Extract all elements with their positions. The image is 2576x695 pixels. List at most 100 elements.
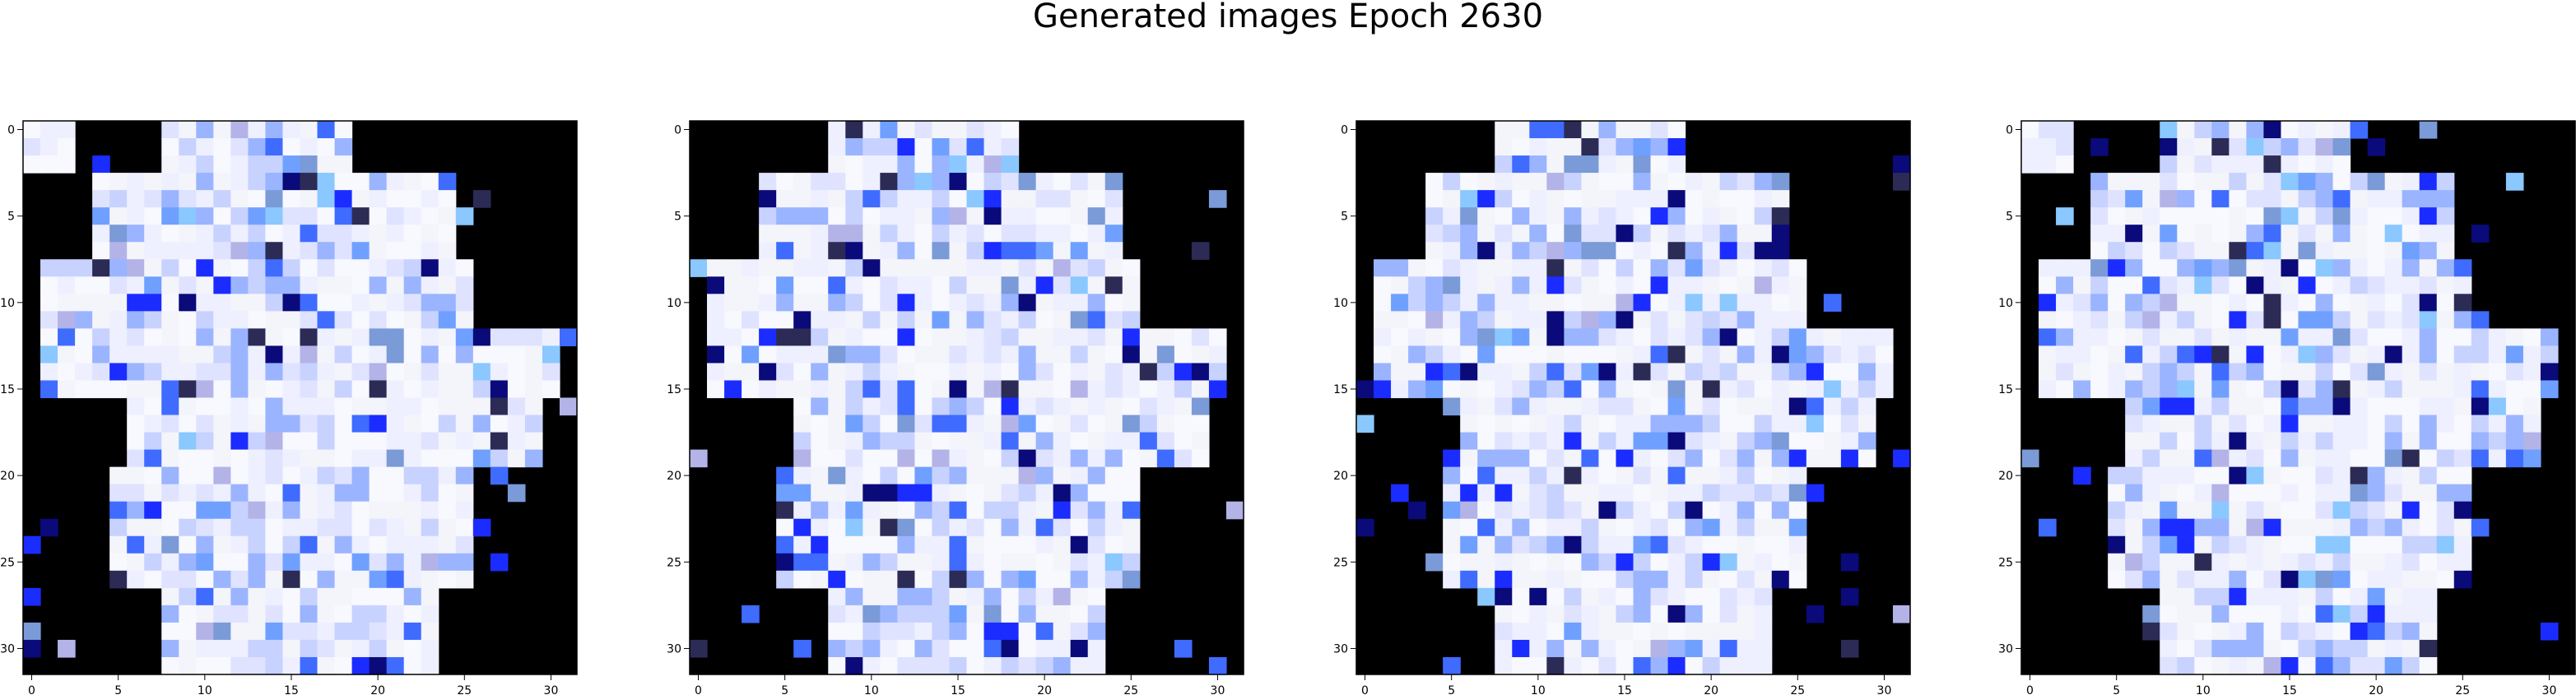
pixel-cell bbox=[1702, 622, 1721, 641]
pixel-cell bbox=[248, 276, 267, 294]
pixel-cell bbox=[1858, 415, 1876, 433]
pixel-cell bbox=[1477, 466, 1495, 485]
pixel-cell bbox=[92, 363, 110, 382]
pixel-cell bbox=[421, 259, 439, 277]
pixel-cell bbox=[265, 294, 284, 312]
pixel-cell bbox=[1087, 570, 1106, 589]
pixel-cell bbox=[1737, 484, 1755, 503]
pixel-cell bbox=[455, 535, 474, 554]
pixel-cell bbox=[1581, 639, 1600, 658]
pixel-cell bbox=[2229, 553, 2248, 572]
pixel-cell bbox=[2298, 259, 2317, 277]
pixel-cell bbox=[707, 345, 725, 364]
pixel-cell bbox=[351, 225, 370, 243]
pixel-cell bbox=[1139, 328, 1158, 347]
pixel-cell bbox=[1719, 242, 1738, 260]
pixel-cell bbox=[880, 449, 898, 468]
pixel-cell bbox=[2350, 345, 2369, 364]
pixel-cell bbox=[1512, 138, 1530, 156]
pixel-cell bbox=[1477, 484, 1495, 503]
pixel-cell bbox=[1443, 656, 1461, 675]
pixel-cell bbox=[897, 345, 916, 364]
pixel-cell bbox=[1495, 242, 1513, 260]
pixel-cell bbox=[1581, 415, 1600, 433]
pixel-cell bbox=[2332, 466, 2351, 485]
pixel-cell bbox=[1598, 311, 1617, 329]
pixel-cell bbox=[1616, 328, 1634, 347]
pixel-cell bbox=[1546, 518, 1565, 537]
pixel-cell bbox=[811, 328, 829, 347]
pixel-cell bbox=[914, 207, 933, 225]
pixel-cell bbox=[2021, 121, 2039, 139]
pixel-cell bbox=[161, 345, 179, 364]
pixel-cell bbox=[2142, 259, 2160, 277]
pixel-cell bbox=[2039, 363, 2057, 382]
pixel-cell bbox=[2332, 363, 2351, 382]
pixel-cell bbox=[1771, 225, 1790, 243]
pixel-cell bbox=[1122, 363, 1141, 382]
pixel-cell bbox=[2246, 242, 2265, 260]
pixel-cell bbox=[1001, 656, 1020, 675]
pixel-cell bbox=[127, 276, 145, 294]
pixel-cell bbox=[1685, 294, 1704, 312]
pixel-cell bbox=[2402, 415, 2420, 433]
pixel-cell bbox=[75, 380, 93, 399]
pixel-cell bbox=[2419, 276, 2438, 294]
pixel-cell bbox=[2367, 656, 2386, 675]
pixel-cell bbox=[2453, 501, 2472, 520]
pixel-cell bbox=[1174, 328, 1193, 347]
pixel-cell bbox=[2039, 259, 2057, 277]
pixel-cell bbox=[196, 622, 214, 641]
pixel-cell bbox=[1443, 328, 1461, 347]
pixel-cell bbox=[1771, 259, 1790, 277]
pixel-cell bbox=[1174, 345, 1193, 364]
pixel-cell bbox=[2315, 656, 2334, 675]
pixel-cell bbox=[92, 345, 110, 364]
pixel-cell bbox=[1087, 294, 1106, 312]
pixel-cell bbox=[1806, 328, 1825, 347]
pixel-cell bbox=[793, 553, 811, 572]
pixel-cell bbox=[161, 380, 179, 399]
pixel-cell bbox=[828, 587, 846, 606]
pixel-cell bbox=[2315, 639, 2334, 658]
pixel-cell bbox=[983, 173, 1002, 191]
pixel-cell bbox=[1788, 518, 1807, 537]
pixel-cell bbox=[2281, 155, 2299, 174]
pixel-cell bbox=[1035, 242, 1054, 260]
pixel-cell bbox=[248, 207, 267, 225]
pixel-cell bbox=[1667, 345, 1686, 364]
pixel-cell bbox=[966, 190, 985, 208]
pixel-cell bbox=[1737, 380, 1755, 399]
pixel-cell bbox=[1892, 605, 1911, 623]
pixel-cell bbox=[1495, 225, 1513, 243]
pixel-cell bbox=[2367, 294, 2386, 312]
pixel-cell bbox=[1685, 535, 1704, 554]
pixel-cell bbox=[1460, 449, 1478, 468]
pixel-cell bbox=[2160, 259, 2178, 277]
pixel-cell bbox=[2367, 397, 2386, 416]
pixel-cell bbox=[1650, 656, 1669, 675]
pixel-cell bbox=[1035, 294, 1054, 312]
pixel-cell bbox=[2090, 328, 2109, 347]
pixel-cell bbox=[2142, 466, 2160, 485]
pixel-cell bbox=[2263, 656, 2282, 675]
x-tick-label: 0 bbox=[1361, 684, 1369, 695]
pixel-cell bbox=[1070, 605, 1089, 623]
pixel-cell bbox=[1512, 207, 1530, 225]
pixel-cell bbox=[265, 121, 284, 139]
pixel-cell bbox=[776, 225, 794, 243]
pixel-cell bbox=[932, 311, 951, 329]
pixel-cell bbox=[351, 432, 370, 451]
pixel-cell bbox=[559, 397, 578, 416]
pixel-cell bbox=[1616, 397, 1634, 416]
pixel-cell bbox=[1546, 587, 1565, 606]
pixel-cell bbox=[455, 518, 474, 537]
pixel-cell bbox=[2177, 397, 2195, 416]
pixel-cell bbox=[1460, 397, 1478, 416]
pixel-cell bbox=[2194, 570, 2212, 589]
pixel-cell bbox=[1122, 432, 1141, 451]
pixel-cell bbox=[1667, 656, 1686, 675]
pixel-cell bbox=[897, 535, 916, 554]
pixel-cell bbox=[1823, 294, 1842, 312]
pixel-cell bbox=[1001, 639, 1020, 658]
